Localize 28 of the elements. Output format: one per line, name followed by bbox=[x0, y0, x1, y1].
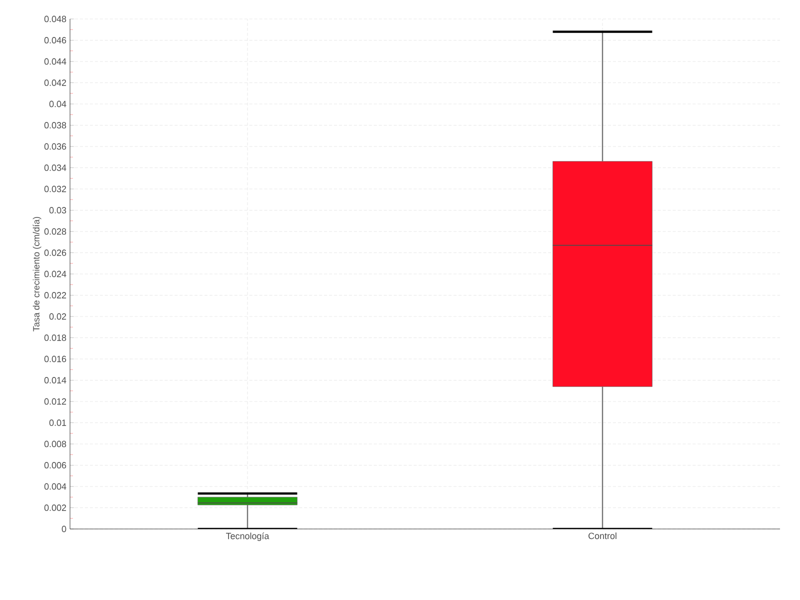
x-tick-label: Control bbox=[588, 532, 616, 540]
y-tick-label: 0.018 bbox=[44, 334, 66, 341]
y-tick-label: 0.03 bbox=[49, 207, 66, 214]
y-tick-label: 0.022 bbox=[44, 292, 66, 298]
y-tick-label: 0.016 bbox=[44, 356, 66, 362]
y-tick-label: 0.048 bbox=[44, 16, 66, 22]
y-tick-label: 0.004 bbox=[44, 483, 66, 490]
y-tick-label: 0.034 bbox=[44, 164, 66, 171]
y-tick-label: 0.046 bbox=[44, 37, 66, 44]
y-tick-label: 0.02 bbox=[49, 313, 66, 320]
y-tick-label: 0.028 bbox=[44, 228, 66, 235]
y-tick-label: 0.01 bbox=[49, 420, 66, 426]
y-tick-label: 0.012 bbox=[44, 398, 66, 405]
y-tick-label: 0.042 bbox=[44, 80, 66, 86]
y-tick-label: 0.032 bbox=[44, 186, 66, 192]
y-tick-label: 0.006 bbox=[44, 462, 66, 468]
y-tick-label: 0.024 bbox=[44, 270, 66, 278]
y-tick-label: 0.04 bbox=[49, 100, 66, 108]
y-tick-label: 0.044 bbox=[44, 58, 66, 65]
y-tick-label: 0.014 bbox=[44, 377, 66, 384]
y-tick-label: 0.026 bbox=[44, 250, 66, 256]
y-tick-label: 0.038 bbox=[44, 122, 66, 128]
y-axis-title: Tasa de crecimiento (cm/día) bbox=[32, 216, 42, 332]
x-tick-label: Tecnología bbox=[226, 532, 270, 541]
y-tick-label: 0.036 bbox=[44, 143, 66, 150]
y-tick-label: 0.002 bbox=[44, 504, 66, 511]
y-tick-label: 0 bbox=[62, 526, 66, 532]
y-tick-label: 0.008 bbox=[44, 440, 66, 448]
